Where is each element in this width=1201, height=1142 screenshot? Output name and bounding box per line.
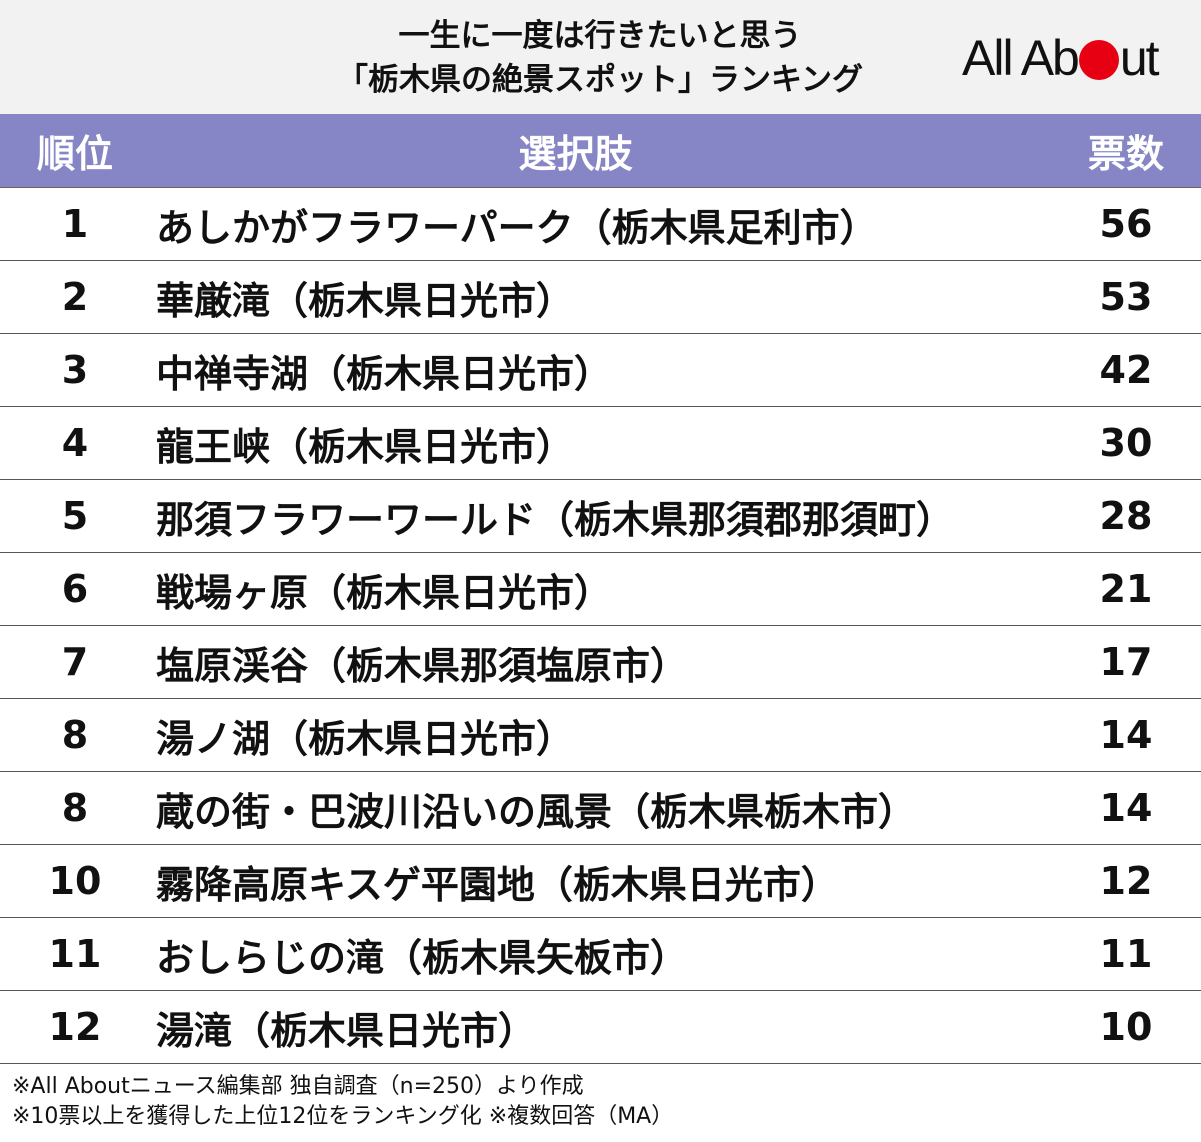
row-rank: 4 [61, 421, 89, 465]
table-row: 5 那須フラワーワールド（栃木県那須郡那須町） 28 [0, 480, 1201, 553]
row-option: 華厳滝（栃木県日光市） [156, 278, 575, 323]
row-rank: 12 [48, 1005, 102, 1049]
row-option: あしかがフラワーパーク（栃木県足利市） [156, 205, 878, 250]
row-votes: 14 [1099, 786, 1153, 830]
row-votes: 10 [1099, 1005, 1153, 1049]
header: 一生に一度は行きたいと思う 「栃木県の絶景スポット」ランキング All Ab u… [0, 0, 1201, 114]
table-row: 6 戦場ヶ原（栃木県日光市） 21 [0, 553, 1201, 626]
chart-title: 一生に一度は行きたいと思う 「栃木県の絶景スポット」ランキング [240, 14, 960, 102]
row-option: おしらじの滝（栃木県矢板市） [156, 935, 689, 980]
row-option: 龍王峡（栃木県日光市） [156, 424, 575, 469]
row-option: 那須フラワーワールド（栃木県那須郡那須町） [156, 497, 955, 542]
title-line-1: 一生に一度は行きたいと思う [398, 18, 802, 54]
table-row: 3 中禅寺湖（栃木県日光市） 42 [0, 334, 1201, 407]
row-rank: 6 [61, 567, 89, 611]
table-body: 1 あしかがフラワーパーク（栃木県足利市） 56 2 華厳滝（栃木県日光市） 53 3 中禅寺… [0, 188, 1201, 1064]
table-header: 順位 選択肢 票数 [0, 114, 1201, 188]
title-line-2: 「栃木県の絶景スポット」ランキング [336, 62, 864, 98]
column-header-option: 選択肢 [518, 132, 633, 176]
row-option: 戦場ヶ原（栃木県日光市） [156, 570, 613, 615]
row-votes: 30 [1099, 421, 1153, 465]
row-votes: 17 [1099, 640, 1153, 684]
row-option: 霧降高原キスゲ平園地（栃木県日光市） [156, 862, 839, 907]
row-rank: 2 [61, 275, 89, 319]
row-votes: 56 [1099, 202, 1153, 246]
table-row: 8 湯ノ湖（栃木県日光市） 14 [0, 699, 1201, 772]
logo-dot-icon [1078, 40, 1119, 80]
table-row: 11 おしらじの滝（栃木県矢板市） 11 [0, 918, 1201, 991]
row-rank: 5 [61, 494, 89, 538]
table-row: 2 華厳滝（栃木県日光市） 53 [0, 261, 1201, 334]
column-header-votes: 票数 [1087, 132, 1164, 176]
table-row: 10 霧降高原キスゲ平園地（栃木県日光市） 12 [0, 845, 1201, 918]
row-votes: 53 [1099, 275, 1153, 319]
table-row: 12 湯滝（栃木県日光市） 10 [0, 991, 1201, 1064]
logo-text-right: ut [1119, 30, 1160, 86]
row-option: 塩原渓谷（栃木県那須塩原市） [156, 643, 689, 688]
table-row: 4 龍王峡（栃木県日光市） 30 [0, 407, 1201, 480]
allabout-logo: All Ab ut [962, 30, 1160, 86]
column-header-rank: 順位 [36, 132, 113, 176]
row-option: 湯ノ湖（栃木県日光市） [156, 716, 575, 761]
row-votes: 21 [1099, 567, 1153, 611]
row-option: 湯滝（栃木県日光市） [156, 1008, 537, 1053]
row-votes: 28 [1099, 494, 1153, 538]
row-rank: 8 [61, 713, 89, 757]
row-option: 蔵の街・巴波川沿いの風景（栃木県栃木市） [156, 789, 917, 834]
row-rank: 1 [61, 202, 89, 246]
row-option: 中禅寺湖（栃木県日光市） [156, 351, 613, 396]
row-votes: 12 [1099, 859, 1153, 903]
row-votes: 42 [1099, 348, 1153, 392]
logo-text-left: All Ab [962, 30, 1080, 86]
row-rank: 8 [61, 786, 89, 830]
row-rank: 7 [61, 640, 89, 684]
row-rank: 3 [61, 348, 89, 392]
row-votes: 14 [1099, 713, 1153, 757]
footnote-source: ※All Aboutニュース編集部 独自調査（n=250）より作成 [12, 1074, 584, 1099]
row-rank: 10 [48, 859, 102, 903]
row-votes: 11 [1099, 932, 1153, 976]
table-row: 1 あしかがフラワーパーク（栃木県足利市） 56 [0, 188, 1201, 261]
ranking-table: 順位 選択肢 票数 1 あしかがフラワーパーク（栃木県足利市） 56 2 華厳滝（栃木県… [0, 114, 1201, 1064]
table-row: 8 蔵の街・巴波川沿いの風景（栃木県栃木市） 14 [0, 772, 1201, 845]
footnotes: ※All Aboutニュース編集部 独自調査（n=250）より作成 ※10票以上… [12, 1072, 673, 1132]
table-row: 7 塩原渓谷（栃木県那須塩原市） 17 [0, 626, 1201, 699]
row-rank: 11 [48, 932, 102, 976]
footnote-method: ※10票以上を獲得した上位12位をランキング化 ※複数回答（MA） [12, 1104, 674, 1129]
